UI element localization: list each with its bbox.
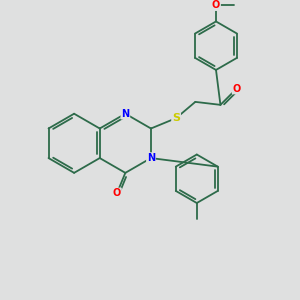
Text: O: O — [212, 0, 220, 10]
Text: S: S — [172, 113, 180, 123]
Text: O: O — [113, 188, 121, 198]
Text: N: N — [147, 153, 155, 163]
Text: O: O — [232, 84, 241, 94]
Text: N: N — [121, 109, 129, 119]
